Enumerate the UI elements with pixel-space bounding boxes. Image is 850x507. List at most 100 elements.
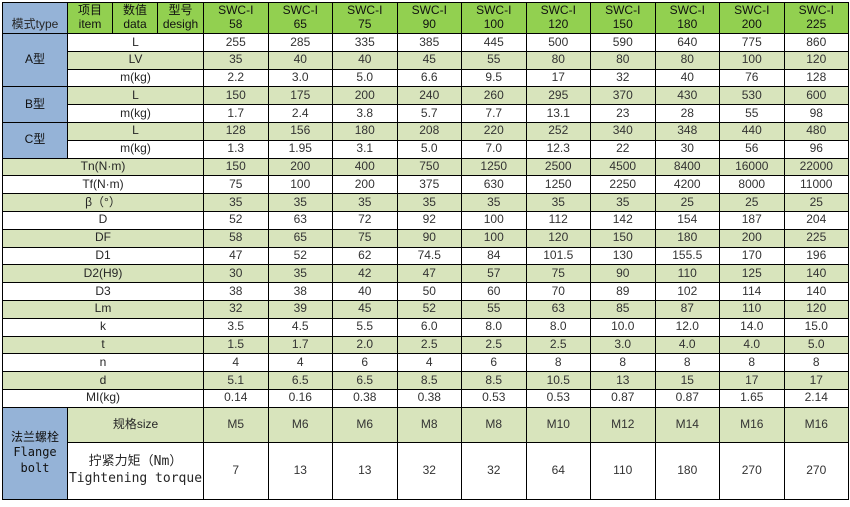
value-cell: 45 [332, 299, 398, 319]
value-cell: 40 [267, 50, 333, 70]
value-cell: 8 [590, 353, 656, 373]
value-cell: 204 [783, 210, 849, 230]
value-cell: 92 [396, 210, 462, 230]
value-cell: 5.5 [332, 317, 398, 337]
value-cell: 154 [654, 210, 720, 230]
value-cell: 0.53 [525, 388, 591, 408]
value-cell: 200 [332, 175, 398, 195]
value-cell: 11000 [783, 175, 849, 195]
value-cell: 80 [590, 50, 656, 70]
value-cell: 340 [590, 121, 656, 141]
spec-table: 模式type 项目 item 数值 data 型号 desigh SWC-I 58 SWC-I 65… [2, 2, 849, 500]
value-cell: 130 [590, 246, 656, 266]
value-cell: 187 [719, 210, 785, 230]
value-cell: 15.0 [783, 317, 849, 337]
cell-line: 225 [806, 17, 827, 31]
value-cell: 4200 [654, 175, 720, 195]
table-row: d 5.1 6.5 6.5 8.5 8.5 10.5 13 15 17 17 [2, 371, 849, 390]
value-cell: 17 [783, 371, 849, 390]
value-cell: M16 [719, 406, 785, 443]
cell-line: Tightening torque [68, 470, 203, 486]
value-cell: M10 [525, 406, 591, 443]
value-cell: 180 [332, 121, 398, 141]
value-cell: 57 [461, 264, 527, 284]
value-cell: 180 [654, 441, 720, 500]
value-cell: 0.14 [203, 388, 269, 408]
cell-line: 120 [548, 17, 569, 31]
value-cell: 110 [719, 299, 785, 319]
cell-line: 180 [677, 17, 698, 31]
value-cell: 50 [396, 282, 462, 301]
table-row: m(kg) 2.2 3.0 5.0 6.6 9.5 17 32 40 76 128 [3, 68, 849, 88]
row-label: n [2, 353, 204, 373]
value-cell: 114 [719, 282, 785, 301]
value-cell: 13 [267, 441, 333, 500]
row-label: L [67, 121, 204, 141]
value-cell: M8 [396, 406, 462, 443]
value-cell: 32 [396, 441, 462, 500]
value-cell: M6 [267, 406, 333, 443]
value-cell: 1.3 [203, 139, 269, 159]
model-header: SWC-I 120 [525, 2, 591, 34]
value-cell: 75 [332, 228, 398, 248]
row-label: L [67, 86, 204, 106]
value-cell: 750 [396, 157, 462, 177]
value-cell: 17 [719, 371, 785, 390]
value-cell: 1.5 [203, 335, 269, 355]
value-cell: 40 [332, 282, 398, 301]
value-cell: 35 [267, 264, 333, 284]
value-cell: 25 [719, 193, 785, 212]
table-row: Tf(N·m) 75 100 200 375 630 1250 2250 4200 8000 110… [2, 175, 849, 195]
value-cell: 640 [654, 33, 720, 52]
value-cell: 8 [783, 353, 849, 373]
value-cell: 10.5 [525, 371, 591, 390]
value-cell: M8 [461, 406, 527, 443]
value-cell: 52 [203, 210, 269, 230]
column-header-data: 数值 data [112, 2, 158, 34]
value-cell: 2.5 [461, 335, 527, 355]
value-cell: 2.5 [525, 335, 591, 355]
model-header: SWC-I 75 [332, 2, 398, 34]
value-cell: 860 [783, 33, 849, 52]
value-cell: 1250 [461, 157, 527, 177]
table-row: k 3.5 4.5 5.5 6.0 8.0 8.0 10.0 12.0 14.0 15.0 [2, 317, 849, 337]
value-cell: 13 [332, 441, 398, 500]
value-cell: 5.1 [203, 371, 269, 390]
value-cell: 75 [525, 264, 591, 284]
value-cell: 12.0 [654, 317, 720, 337]
table-row: m(kg) 1.7 2.4 3.8 5.7 7.7 13.1 23 28 55 98 [3, 104, 849, 123]
value-cell: 0.87 [654, 388, 720, 408]
value-cell: 255 [203, 33, 269, 52]
value-cell: 42 [332, 264, 398, 284]
value-cell: 8400 [654, 157, 720, 177]
model-header: SWC-I 90 [396, 2, 462, 34]
column-header-desigh: 型号 desigh [157, 2, 204, 34]
table-row: MI(kg) 0.14 0.16 0.38 0.38 0.53 0.53 0.87 0.87 1.… [2, 388, 849, 408]
table-row: Tn(N·m) 150 200 400 750 1250 2500 4500 8400 16000… [2, 157, 849, 177]
value-cell: 1.7 [267, 335, 333, 355]
value-cell: 45 [396, 50, 462, 70]
cell-line: SWC-I [218, 3, 254, 18]
value-cell: 600 [783, 86, 849, 106]
cell-line: desigh [162, 17, 199, 31]
value-cell: 7.0 [461, 139, 527, 159]
value-cell: 55 [461, 299, 527, 319]
value-cell: 2500 [525, 157, 591, 177]
cell-line: SWC-I [798, 3, 834, 18]
value-cell: 445 [461, 33, 527, 52]
value-cell: 335 [332, 33, 398, 52]
value-cell: 208 [396, 121, 462, 141]
value-cell: 32 [590, 68, 656, 88]
value-cell: 72 [332, 210, 398, 230]
value-cell: 375 [396, 175, 462, 195]
value-cell: M16 [783, 406, 849, 443]
model-header: SWC-I 58 [203, 2, 269, 34]
value-cell: 6 [332, 353, 398, 373]
value-cell: 96 [783, 139, 849, 159]
value-cell: 150 [590, 228, 656, 248]
value-cell: 140 [783, 282, 849, 301]
row-label: m(kg) [67, 104, 204, 123]
table-row: B型 L 150 175 200 240 260 295 370 430 530 600 [2, 86, 849, 123]
cell-line: 型号 [168, 3, 193, 18]
value-cell: 39 [267, 299, 333, 319]
